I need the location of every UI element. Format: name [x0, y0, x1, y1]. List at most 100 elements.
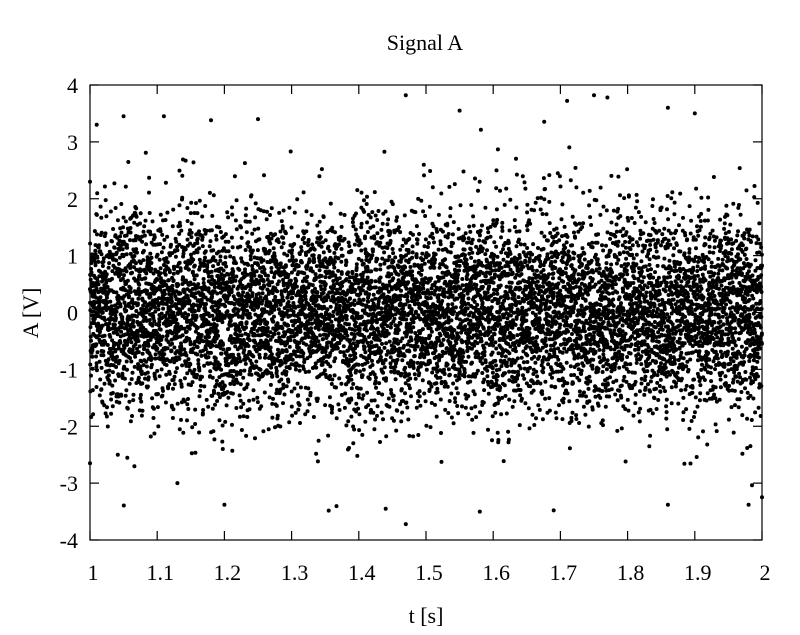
- data-point: [151, 416, 156, 420]
- data-point: [302, 271, 307, 276]
- data-point: [290, 330, 295, 335]
- data-point: [175, 401, 180, 406]
- data-point: [429, 329, 434, 334]
- data-point: [141, 229, 146, 234]
- data-point: [346, 240, 351, 245]
- data-point: [160, 393, 165, 398]
- data-point: [194, 273, 199, 278]
- data-point: [141, 258, 146, 263]
- data-point: [230, 245, 235, 250]
- data-point: [409, 338, 414, 343]
- data-point: [246, 240, 251, 245]
- data-point: [243, 213, 248, 218]
- data-point: [358, 369, 362, 374]
- data-point: [127, 347, 132, 352]
- data-point: [186, 312, 191, 317]
- data-points: [88, 93, 764, 527]
- data-point: [307, 258, 312, 263]
- data-point: [404, 286, 409, 291]
- data-point: [321, 290, 326, 295]
- data-point: [174, 239, 179, 244]
- data-point: [327, 395, 332, 400]
- data-point: [188, 362, 193, 367]
- data-point: [428, 333, 433, 338]
- data-point: [365, 194, 369, 199]
- data-point: [105, 284, 110, 289]
- data-point: [439, 431, 443, 435]
- data-point: [105, 295, 109, 300]
- data-point: [185, 237, 190, 242]
- data-point: [132, 464, 137, 469]
- data-point: [159, 250, 164, 255]
- data-point: [151, 334, 156, 339]
- data-point: [433, 257, 438, 262]
- data-point: [153, 309, 158, 314]
- data-point: [117, 400, 122, 405]
- data-point: [171, 271, 176, 276]
- data-point: [410, 244, 415, 249]
- data-point: [375, 404, 380, 409]
- data-point: [299, 260, 304, 265]
- data-point: [413, 347, 417, 352]
- data-point: [121, 503, 126, 508]
- data-point: [206, 286, 211, 291]
- data-point: [280, 326, 285, 331]
- data-point: [270, 373, 275, 378]
- data-point: [165, 346, 170, 351]
- data-point: [292, 386, 297, 391]
- data-point: [360, 288, 365, 293]
- data-point: [139, 413, 144, 418]
- data-point: [192, 277, 197, 282]
- data-point: [373, 296, 378, 301]
- data-point: [161, 245, 166, 250]
- data-point: [419, 198, 424, 203]
- data-point: [258, 367, 263, 372]
- data-point: [144, 334, 149, 339]
- data-point: [314, 298, 319, 303]
- data-point: [363, 419, 368, 424]
- data-point: [207, 190, 212, 195]
- data-point: [345, 333, 350, 338]
- data-point: [148, 294, 153, 299]
- data-point: [414, 255, 419, 260]
- data-point: [409, 308, 414, 313]
- data-point: [110, 239, 114, 244]
- data-point: [250, 248, 255, 253]
- data-point: [424, 367, 429, 372]
- data-point: [88, 277, 93, 282]
- data-point: [336, 402, 341, 407]
- data-point: [225, 390, 230, 394]
- data-point: [237, 329, 242, 334]
- data-point: [135, 335, 140, 340]
- data-point: [242, 368, 247, 373]
- data-point: [107, 368, 112, 373]
- data-point: [122, 273, 126, 278]
- data-point: [162, 292, 167, 296]
- data-point: [215, 329, 220, 334]
- data-point: [115, 354, 119, 359]
- data-point: [200, 244, 205, 249]
- data-point: [185, 418, 189, 423]
- data-point: [457, 376, 462, 381]
- data-point: [226, 239, 231, 244]
- data-point: [90, 348, 95, 353]
- data-point: [376, 209, 381, 213]
- data-point: [358, 241, 363, 246]
- data-point: [114, 316, 118, 321]
- data-point: [189, 235, 194, 240]
- data-point: [366, 299, 371, 304]
- data-point: [400, 243, 405, 248]
- data-point: [283, 332, 288, 337]
- data-point: [145, 384, 150, 389]
- data-point: [263, 352, 268, 357]
- data-point: [351, 224, 356, 229]
- data-point: [435, 364, 440, 369]
- data-point: [431, 236, 436, 240]
- data-point: [94, 354, 98, 359]
- data-point: [348, 338, 353, 343]
- data-point: [414, 309, 418, 314]
- data-point: [367, 292, 372, 297]
- data-point: [207, 244, 212, 249]
- data-point: [188, 211, 193, 216]
- data-point: [103, 340, 108, 345]
